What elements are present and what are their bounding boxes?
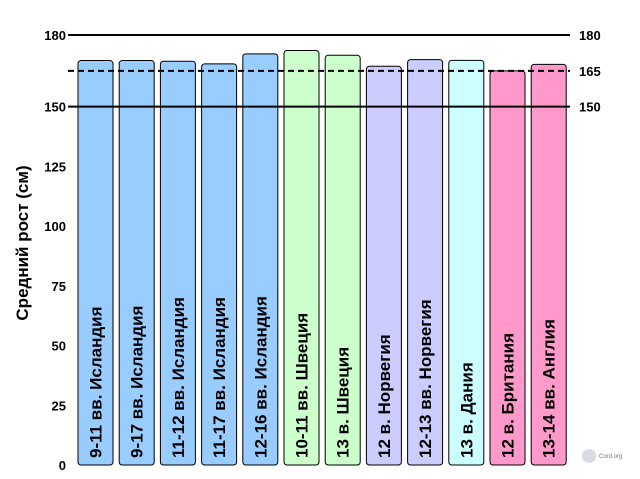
bar-label-10: 13 в. Дания	[457, 362, 476, 458]
right-tick-label: 165	[579, 64, 601, 79]
bar-label-3: 11-12 вв. Исландия	[169, 297, 188, 458]
watermark-text: Cord.org	[599, 454, 622, 460]
bar-10	[448, 59, 485, 466]
bar-label-4: 11-17 вв. Исландия	[210, 297, 229, 458]
bar-label-5: 12-16 вв. Исландия	[251, 296, 270, 458]
bar-label-1: 9-11 вв. Исландия	[87, 306, 106, 458]
bar-3	[159, 60, 196, 466]
left-tick-label: 100	[44, 219, 66, 234]
right-axis-ticks: 150 165 180	[579, 28, 601, 115]
bar-label-11: 12 в. Британия	[499, 333, 518, 458]
bar-labels: 9-11 вв. Исландия 9-17 вв. Исландия 11-12 …	[87, 296, 559, 458]
left-tick-label: 180	[44, 28, 66, 43]
left-tick-label: 25	[52, 398, 66, 413]
left-tick-label: 50	[52, 339, 66, 354]
bar-label-12: 13-14 вв. Англия	[540, 319, 559, 458]
bar-label-2: 9-17 вв. Исландия	[128, 306, 147, 458]
bar-8	[365, 65, 402, 466]
bar-11	[489, 70, 526, 466]
left-tick-label: 75	[52, 279, 66, 294]
left-tick-label: 150	[44, 100, 66, 115]
y-axis-label: Средний рост (см)	[13, 165, 32, 320]
right-tick-label: 180	[579, 28, 601, 43]
bar-label-9: 12-13 вв. Норвегия	[416, 299, 435, 458]
bar-1	[77, 60, 114, 466]
bar-label-8: 12 в. Норвегия	[375, 334, 394, 458]
left-tick-label: 0	[59, 458, 66, 473]
left-tick-label: 125	[44, 159, 66, 174]
bar-label-6: 10-11 вв. Швеция	[293, 313, 312, 458]
bar-2	[118, 60, 155, 466]
bar-12	[530, 63, 567, 466]
bar-label-7: 13 в. Швеция	[334, 347, 353, 458]
left-axis-ticks: 0 25 50 75 100 125 150 180	[44, 28, 66, 473]
watermark-logo-icon	[582, 449, 596, 463]
bar-7	[324, 54, 361, 466]
right-tick-label: 150	[579, 100, 601, 115]
bar-4	[201, 63, 238, 466]
bar-6	[283, 50, 320, 466]
watermark: Cord.org	[582, 449, 622, 463]
bar-9	[407, 59, 444, 466]
bar-5	[242, 53, 279, 466]
reference-lines	[68, 34, 570, 108]
bars	[77, 50, 567, 466]
